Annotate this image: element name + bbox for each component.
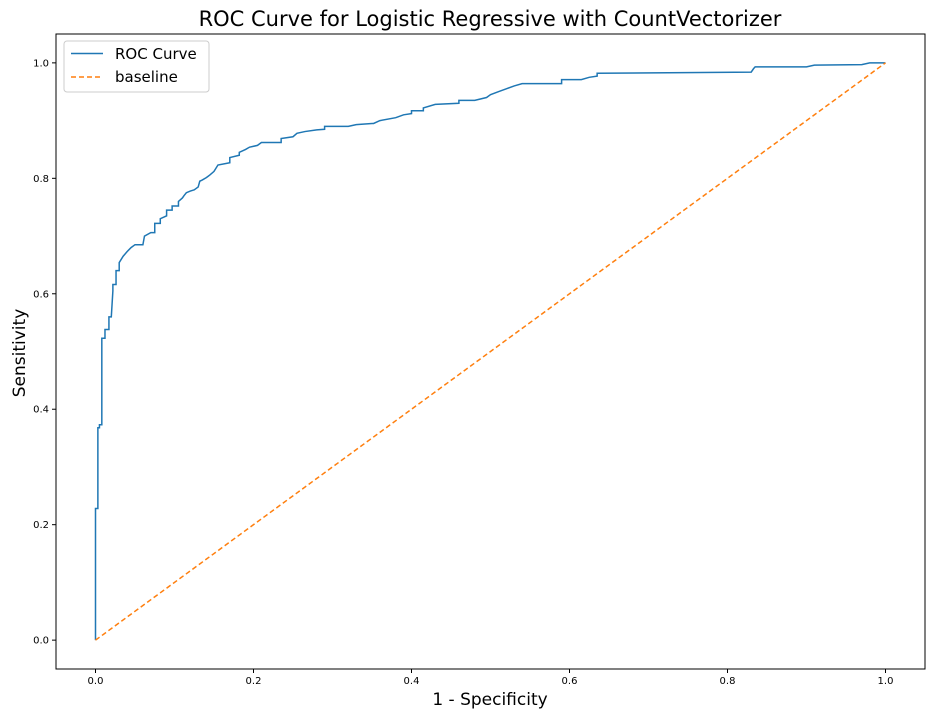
y-tick-label: 0.0: [33, 636, 49, 647]
y-tick-label: 0.2: [33, 520, 49, 531]
x-axis-label: 1 - Specificity: [432, 690, 547, 710]
y-tick-label: 0.6: [33, 289, 49, 300]
roc-curve-line: [94, 62, 886, 641]
y-tick-label: 1.0: [33, 58, 49, 69]
legend-baseline-label: baseline: [115, 68, 178, 86]
x-tick-label: 0.6: [562, 676, 578, 687]
series-layer: [94, 62, 886, 641]
axes-frame: [55, 33, 926, 670]
legend: ROC Curve baseline: [63, 40, 210, 93]
x-tick-label: 0.8: [720, 676, 736, 687]
x-axis-ticks: 0.0 0.2 0.4 0.6 0.8 1.0: [88, 669, 894, 687]
y-axis-ticks: 0.0 0.2 0.4 0.6 0.8 1.0: [33, 58, 56, 647]
y-axis-label: Sensitivity: [10, 309, 30, 398]
y-tick-label: 0.8: [33, 174, 49, 185]
x-tick-label: 0.4: [404, 676, 420, 687]
chart-title: ROC Curve for Logistic Regressive with C…: [199, 7, 782, 31]
x-tick-label: 1.0: [878, 676, 894, 687]
legend-roc-label: ROC Curve: [115, 45, 197, 63]
x-tick-label: 0.2: [246, 676, 262, 687]
baseline-line: [95, 62, 886, 641]
y-tick-label: 0.4: [33, 405, 49, 416]
x-tick-label: 0.0: [88, 676, 104, 687]
